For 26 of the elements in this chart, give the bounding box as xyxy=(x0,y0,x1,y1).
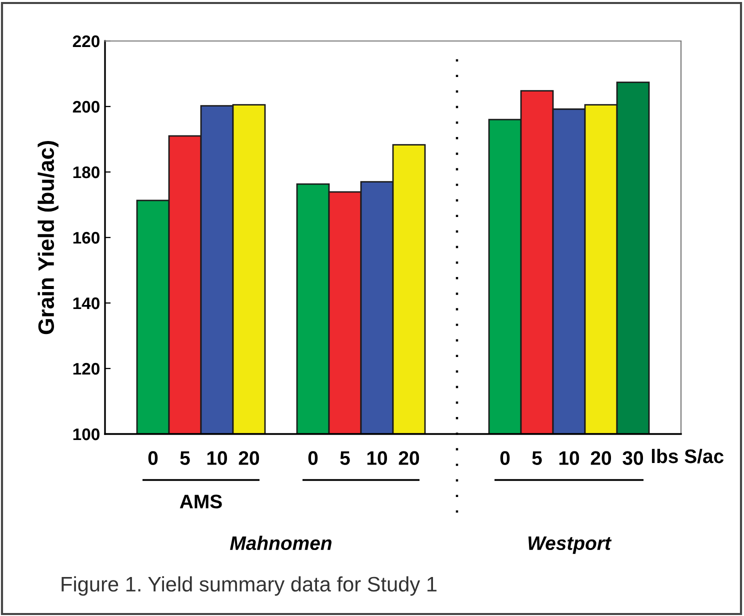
y-tick-label: 160 xyxy=(73,232,100,244)
y-tick-label: 140 xyxy=(73,297,100,310)
x-tick-label: 5 xyxy=(180,451,190,465)
y-axis-title: Grain Yield (bu/ac) xyxy=(38,141,58,334)
x-tick-label: 10 xyxy=(367,451,388,465)
caption: Figure 1. Yield summary data for Study 1 xyxy=(62,576,436,596)
x-tick-label: 0 xyxy=(500,451,510,465)
y-tick-label: 180 xyxy=(73,166,100,178)
y-tick-label: 200 xyxy=(72,100,100,113)
x-tick-label: 20 xyxy=(398,451,420,465)
y-tick-label: 120 xyxy=(73,362,100,375)
x-tick-label: 20 xyxy=(590,451,612,465)
x-tick-label: 10 xyxy=(559,451,580,465)
y-tick-label: 100 xyxy=(73,428,100,440)
y-tick-label: 220 xyxy=(72,35,100,48)
x-tick-label: 20 xyxy=(238,451,260,465)
text: Westport xyxy=(528,536,612,554)
text: AMS xyxy=(180,494,222,508)
text: Mahnomen xyxy=(230,536,332,550)
x-tick-label: 0 xyxy=(148,451,158,465)
x-axis-title: lbs S/ac xyxy=(652,448,724,464)
x-tick-label: 10 xyxy=(207,451,228,465)
x-tick-label: 5 xyxy=(532,451,542,465)
x-tick-label: 5 xyxy=(340,451,350,465)
x-tick-label: 0 xyxy=(308,451,318,465)
x-tick-label: 30 xyxy=(622,451,644,465)
